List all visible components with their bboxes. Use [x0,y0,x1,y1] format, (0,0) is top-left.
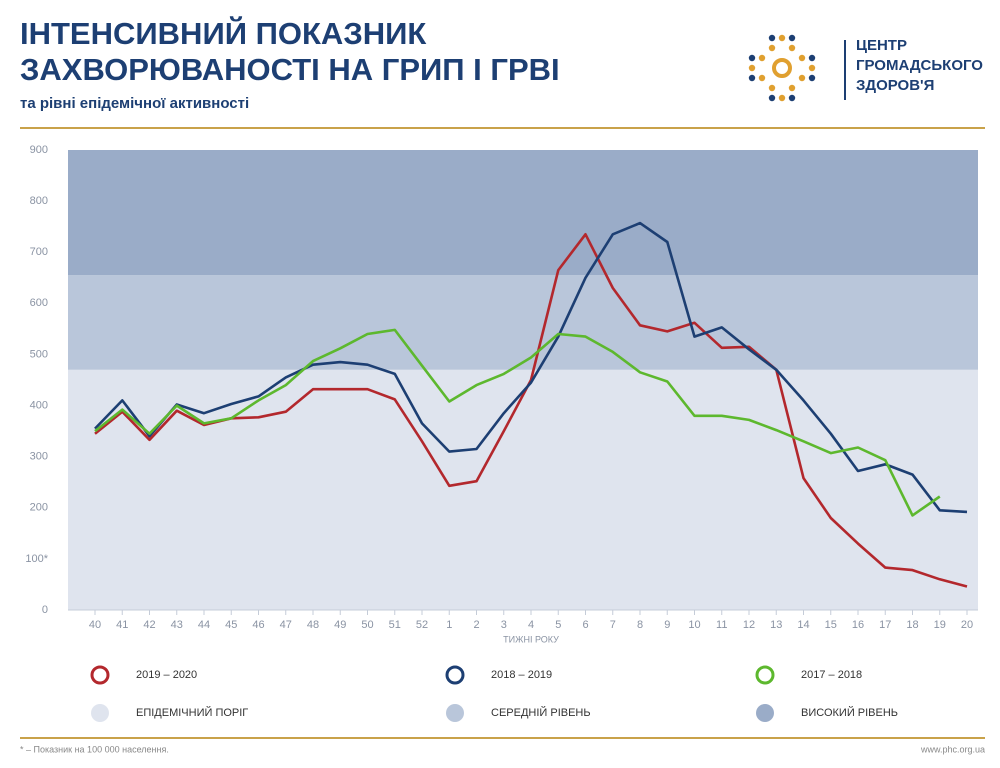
x-tick-label: 4 [528,619,534,631]
x-tick-label: 13 [770,619,782,631]
legend-swatch [91,704,109,722]
logo-ring [772,58,792,78]
logo-text: ГРОМАДСЬКОГО [856,57,983,74]
logo-dot [788,94,796,102]
x-tick-label: 41 [116,619,128,631]
logo-text: ЗДОРОВ'Я [856,77,934,94]
logo-dot [778,94,786,102]
x-tick-label: 20 [961,619,973,631]
logo-dot [768,94,776,102]
title-line: ІНТЕНСИВНИЙ ПОКАЗНИК [20,15,426,51]
x-tick-label: 14 [797,619,809,631]
y-tick-label: 900 [30,144,48,156]
y-tick-label: 800 [30,195,48,207]
subtitle: та рівні епідемічної активності [20,95,249,112]
x-tick-label: 45 [225,619,237,631]
y-tick-label: 500 [30,348,48,360]
y-tick-label: 100* [25,553,48,565]
logo-dot [768,84,776,92]
x-tick-label: 50 [361,619,373,631]
logo-dot [798,54,806,62]
logo-dot [808,74,816,82]
x-tick-label: 19 [934,619,946,631]
title-line: ЗАХВОРЮВАНОСТІ НА ГРИП І ГРВІ [20,52,560,87]
x-tick-label: 40 [89,619,101,631]
y-tick-label: 300 [30,451,48,463]
legend-label: 2019 – 2020 [136,669,197,681]
series-line [94,233,968,588]
series-line [94,328,941,517]
logo-dot [768,34,776,42]
logo-dot [808,54,816,62]
x-tick-label: 7 [610,619,616,631]
x-tick-label: 16 [852,619,864,631]
x-tick-label: 44 [198,619,210,631]
y-tick-label: 0 [42,604,48,616]
logo-dot [768,44,776,52]
footnote: * – Показник на 100 000 населення. [20,744,169,754]
legend-swatch [445,665,465,685]
logo-dot [788,84,796,92]
legend-label: ВИСОКИЙ РІВЕНЬ [801,706,898,719]
y-tick-label: 700 [30,246,48,258]
logo-mark [748,34,816,102]
logo-dot [778,34,786,42]
x-tick-label: 49 [334,619,346,631]
legend-swatch [446,704,464,722]
x-tick-label: 11 [716,619,727,631]
legend-label: 2018 – 2019 [491,669,552,681]
logo-text: ЦЕНТР [856,37,907,54]
series-line [94,221,968,514]
logo-dot [758,74,766,82]
x-tick-label: 17 [879,619,891,631]
logo-dot [808,64,816,72]
legend-label: 2017 – 2018 [801,669,862,681]
x-tick-label: 42 [143,619,155,631]
x-tick-label: 10 [688,619,700,631]
y-tick-label: 600 [30,297,48,309]
logo-dot [748,74,756,82]
legend-swatch [90,665,110,685]
x-tick-label: 52 [416,619,428,631]
x-axis-label: ТИЖНІ РОКУ [503,634,559,644]
x-tick-label: 9 [664,619,670,631]
x-tick-label: 43 [171,619,183,631]
logo-dot [758,54,766,62]
x-tick-label: 47 [280,619,292,631]
band [68,150,978,276]
logo-dot [788,44,796,52]
logo-dot [748,64,756,72]
x-tick-label: 12 [743,619,755,631]
logo-dot [788,34,796,42]
legend-swatch [756,704,774,722]
x-tick-label: 18 [906,619,918,631]
band [68,369,978,610]
x-tick-label: 48 [307,619,319,631]
legend-swatch [755,665,775,685]
y-tick-label: 200 [30,502,48,514]
x-tick-label: 46 [252,619,264,631]
logo-dot [798,74,806,82]
legend-label: ЕПІДЕМІЧНИЙ ПОРІГ [136,706,248,719]
x-tick-label: 3 [501,619,507,631]
x-tick-label: 6 [582,619,588,631]
x-tick-label: 2 [473,619,479,631]
x-tick-label: 51 [389,619,401,631]
band [68,275,978,370]
x-tick-label: 8 [637,619,643,631]
legend-label: СЕРЕДНІЙ РІВЕНЬ [491,706,591,719]
x-tick-label: 15 [825,619,837,631]
y-tick-label: 400 [30,399,48,411]
x-tick-label: 1 [446,619,452,631]
logo-dot [748,54,756,62]
source: www.phc.org.ua [920,744,985,754]
x-tick-label: 5 [555,619,561,631]
